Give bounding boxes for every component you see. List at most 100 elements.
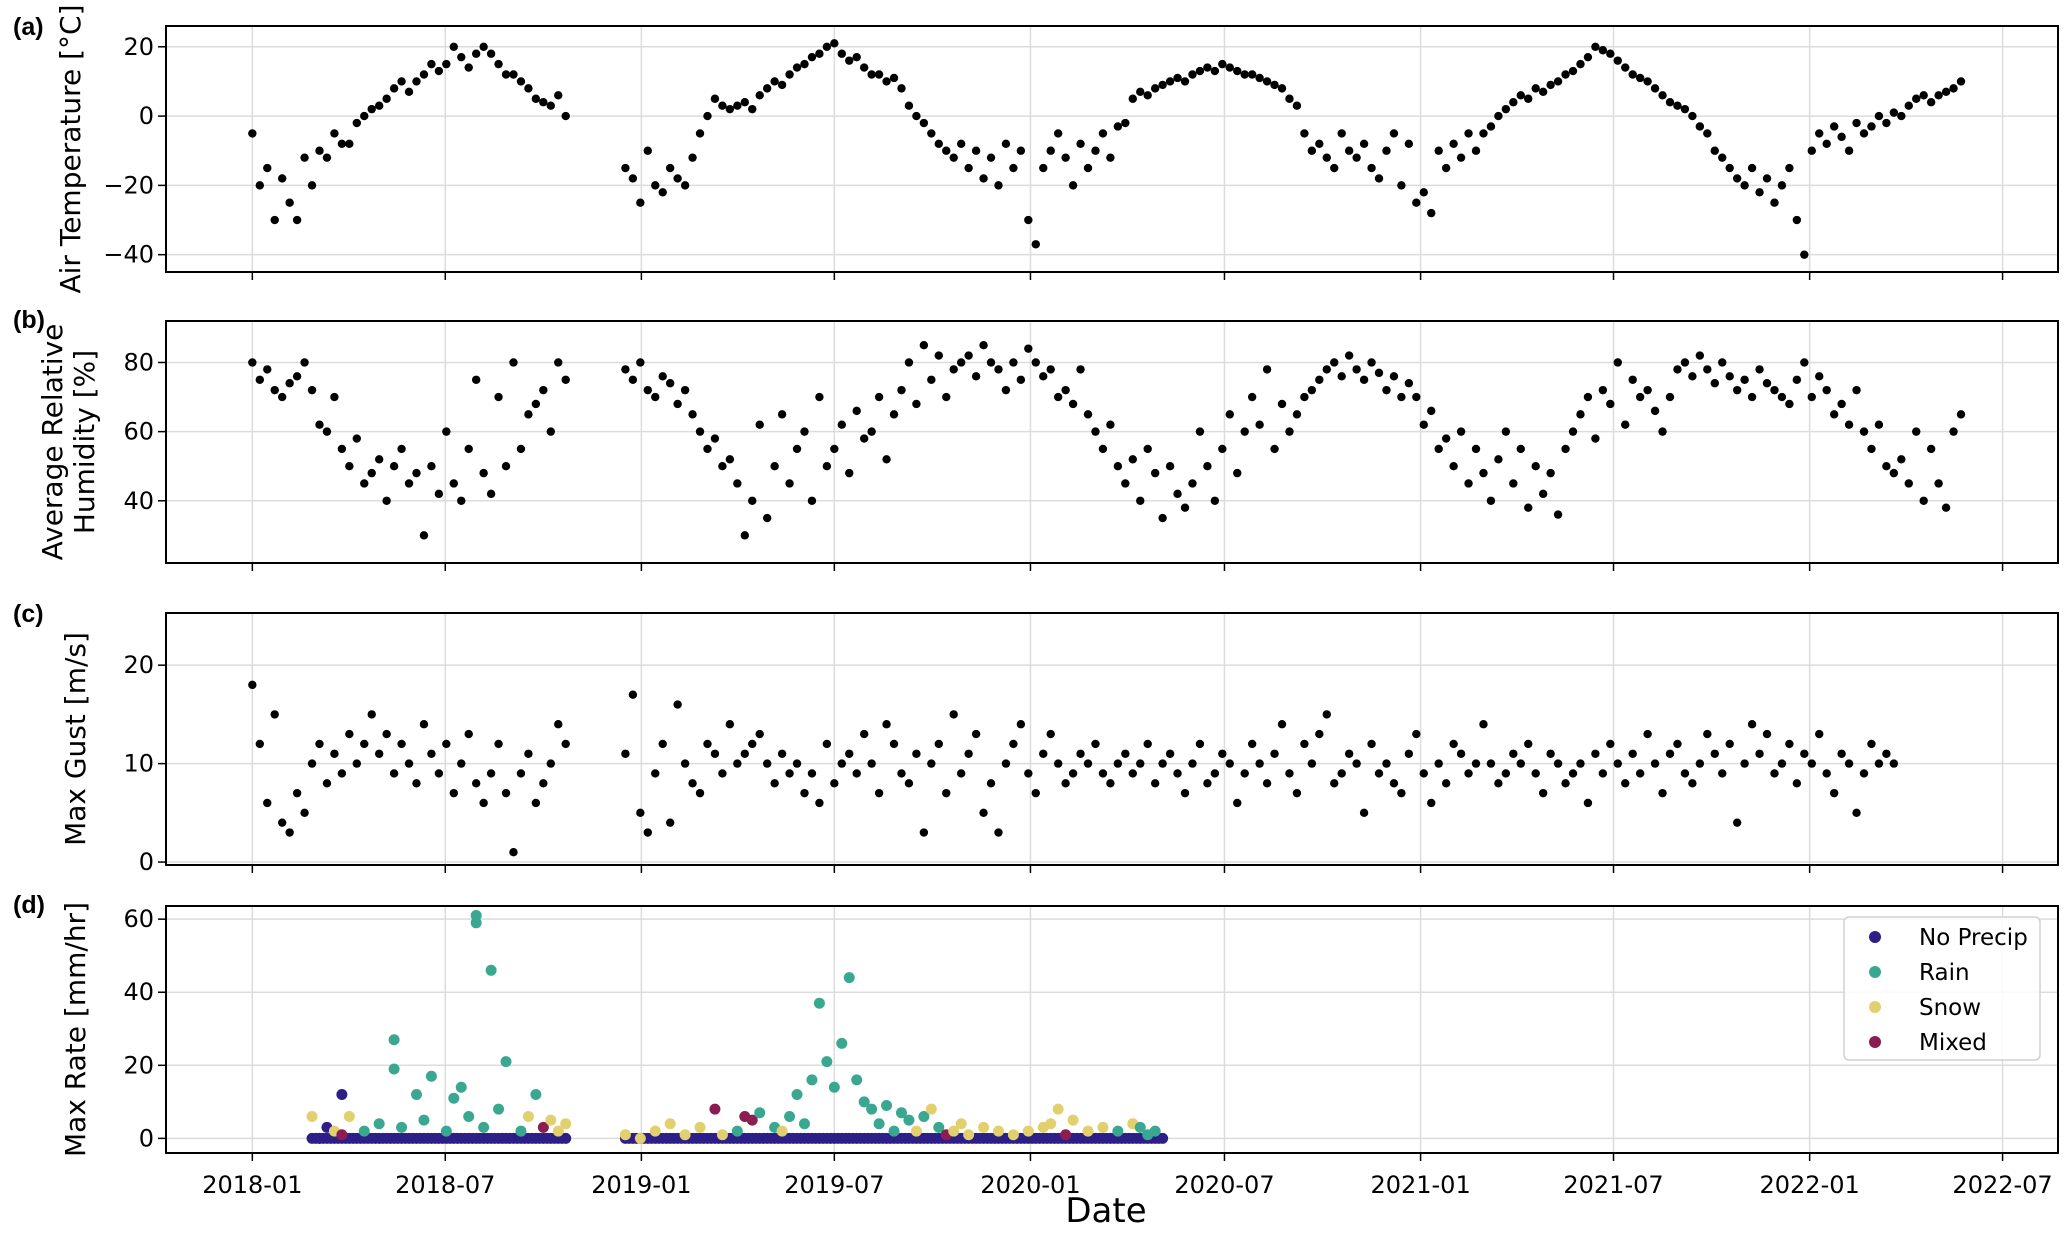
data-point (1404, 139, 1414, 149)
data-point-mixed (746, 1114, 758, 1126)
legend-label-no-precip: No Precip (1919, 925, 2028, 951)
data-point (770, 779, 779, 788)
data-point (1479, 720, 1488, 729)
data-point (263, 798, 272, 808)
data-point (1718, 358, 1727, 367)
data-point (904, 779, 914, 788)
data-point (546, 759, 555, 768)
y-axis-label: Max Gust [m/s] (59, 632, 92, 846)
data-point (307, 385, 317, 395)
data-point (964, 163, 973, 173)
data-point (1800, 749, 1809, 758)
data-point (1352, 759, 1361, 768)
data-point (1859, 427, 1869, 436)
data-point (979, 808, 988, 818)
data-point (471, 49, 481, 58)
data-point (1068, 181, 1078, 190)
data-point-rain (1134, 1121, 1146, 1133)
data-point-mixed (709, 1103, 721, 1115)
data-point (1695, 759, 1705, 768)
data-point (1322, 710, 1331, 719)
data-point (1650, 84, 1660, 93)
data-point-rain (731, 1125, 743, 1137)
data-point (277, 174, 287, 183)
data-point (1300, 129, 1309, 138)
data-point (979, 174, 988, 183)
data-point (1382, 759, 1391, 768)
data-point (1001, 385, 1011, 395)
data-point (1106, 153, 1115, 162)
data-point (427, 462, 436, 471)
data-point (942, 788, 951, 798)
data-point (971, 146, 981, 155)
data-point (1016, 146, 1026, 155)
data-point (1680, 104, 1690, 114)
data-point (986, 153, 996, 162)
data-point (1747, 720, 1757, 729)
data-point (971, 729, 981, 739)
data-point (1203, 779, 1212, 788)
data-point (1427, 208, 1436, 218)
data-point (1068, 769, 1078, 778)
data-point (1150, 468, 1160, 478)
data-point (1427, 798, 1436, 808)
data-point (1024, 769, 1033, 778)
data-point (1016, 375, 1026, 384)
data-point (479, 798, 488, 808)
data-point (949, 710, 958, 719)
data-point (1277, 399, 1287, 409)
data-point (1031, 240, 1040, 249)
data-point-snow (552, 1125, 564, 1137)
data-point-no-precip (1157, 1132, 1169, 1144)
data-point (1576, 759, 1585, 768)
data-point-rain (903, 1114, 915, 1126)
data-point (949, 365, 958, 374)
data-point (956, 769, 966, 778)
data-point (486, 49, 496, 58)
data-point (1658, 91, 1667, 100)
data-point (1680, 358, 1690, 367)
panel-label: (b) (13, 306, 45, 334)
y-tick-label: 40 (123, 487, 154, 515)
data-point (1165, 77, 1175, 86)
data-point (1665, 98, 1675, 107)
data-point (1247, 70, 1257, 79)
data-point (270, 385, 279, 395)
data-point (1755, 188, 1764, 197)
data-point (330, 129, 339, 138)
data-point (270, 215, 279, 225)
axes-frame (165, 612, 2059, 866)
data-point (1897, 111, 1906, 121)
data-point-rain (866, 1103, 878, 1115)
data-point (1113, 759, 1123, 768)
data-point (673, 700, 682, 709)
data-point-rain (791, 1089, 803, 1101)
data-point (1815, 729, 1824, 739)
data-point-rain (754, 1107, 766, 1119)
data-point (710, 749, 720, 758)
data-point (1121, 749, 1130, 758)
data-point (695, 427, 705, 436)
data-point (1344, 749, 1354, 758)
data-point (397, 444, 406, 454)
data-point (1621, 63, 1630, 72)
data-point (546, 427, 555, 436)
data-point (785, 70, 794, 79)
data-point (1300, 392, 1309, 402)
data-point (1225, 759, 1234, 768)
data-point (770, 462, 779, 471)
data-point (509, 848, 518, 857)
legend-marker-no-precip (1869, 931, 1881, 943)
data-point (815, 798, 824, 808)
data-point (837, 49, 846, 58)
data-point (1897, 455, 1906, 464)
data-point (1807, 146, 1816, 155)
data-point (1740, 181, 1749, 190)
y-tick-label: 20 (123, 651, 154, 679)
data-point (777, 80, 787, 90)
data-point (1524, 503, 1533, 512)
data-point (1441, 779, 1451, 788)
data-point (1001, 139, 1011, 149)
data-point (1449, 462, 1458, 471)
data-point (1561, 444, 1570, 454)
